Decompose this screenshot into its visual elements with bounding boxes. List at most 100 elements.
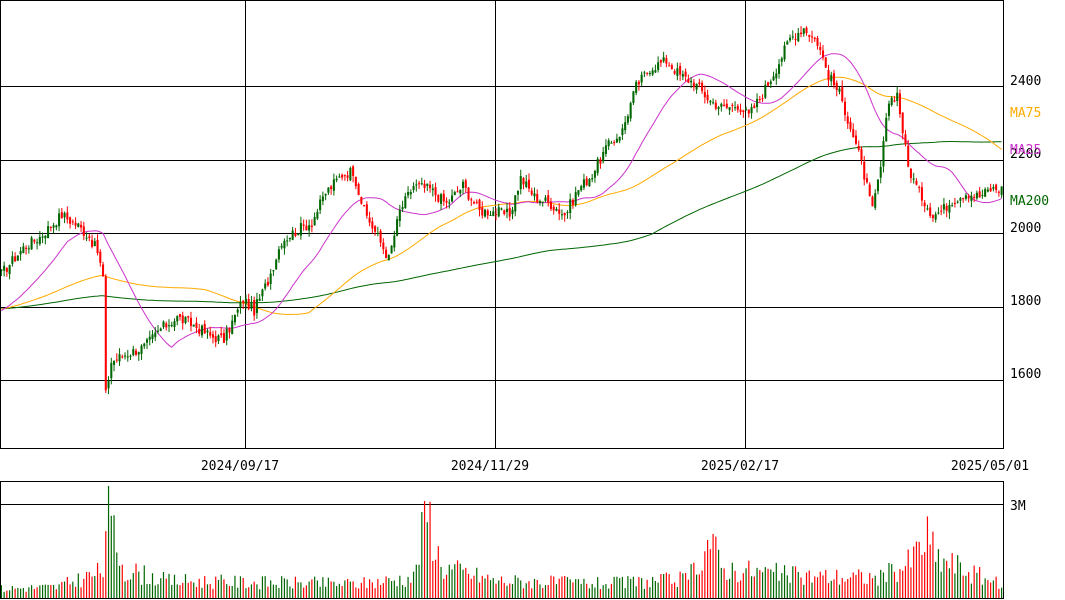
candle-body [253, 300, 256, 316]
volume-bar [146, 584, 148, 598]
volume-bar [965, 575, 967, 598]
candle-body [261, 289, 264, 297]
candle-body [964, 195, 967, 199]
candle-body [148, 336, 151, 340]
volume-bar [811, 582, 813, 598]
volume-bar [761, 572, 764, 598]
candle-body [8, 265, 11, 275]
candle-body [610, 142, 613, 144]
volume-bar [396, 586, 398, 598]
candle-body [753, 105, 756, 108]
volume-bar [577, 579, 580, 598]
candle-body [379, 230, 382, 243]
candle-body [901, 112, 904, 134]
volume-bar [926, 516, 929, 598]
volume-bar [325, 586, 327, 598]
volume-bar [550, 575, 552, 598]
candle-body [445, 200, 448, 203]
candle-body [206, 330, 209, 333]
volume-bar [253, 581, 255, 598]
volume-bar [66, 576, 68, 598]
volume-bar [314, 576, 316, 598]
volume-bar [385, 576, 387, 598]
volume-bar [478, 582, 481, 598]
candle-body [684, 71, 687, 77]
candle-body [481, 207, 484, 216]
candle-body [720, 103, 723, 107]
volume-bar [921, 555, 923, 598]
candle-body [409, 192, 412, 195]
volume-bar [742, 573, 744, 598]
volume-bar [179, 585, 181, 598]
candle-body [857, 145, 860, 150]
volume-bar [366, 587, 368, 598]
volume-bar [542, 588, 544, 598]
candle-body [659, 60, 662, 63]
volume-bar [599, 589, 602, 598]
volume-bar [638, 577, 640, 598]
candle-body [852, 129, 855, 138]
candle-body [143, 343, 146, 347]
volume-bar [487, 574, 489, 598]
candle-body [505, 208, 509, 213]
volume-bar [676, 586, 678, 598]
volume-bar [555, 584, 558, 598]
volume-bar [407, 576, 409, 598]
candle-body [187, 316, 190, 318]
volume-bar [448, 564, 450, 598]
ma25-line [1, 53, 1002, 348]
volume-bar [484, 578, 486, 598]
volume-bar [536, 579, 538, 598]
volume-bar [503, 582, 505, 598]
volume-bar [915, 541, 918, 598]
candle-body [407, 192, 410, 196]
volume-bar [316, 580, 318, 598]
candle-body [849, 121, 852, 130]
volume-bar [671, 583, 673, 598]
candle-body [297, 233, 300, 235]
volume-bar [539, 584, 541, 598]
volume-bar [347, 578, 349, 598]
volume-bar [962, 575, 964, 598]
candle-body [816, 37, 819, 46]
candle-body [159, 328, 162, 331]
candle-body [783, 45, 786, 60]
ma200-label: MA200 [1010, 194, 1049, 209]
volume-bar [627, 576, 629, 598]
candle-body [286, 240, 289, 242]
candle-body [376, 232, 379, 234]
volume-bar [621, 576, 624, 598]
candle-body [896, 92, 899, 102]
candle-body [898, 93, 901, 114]
candle-body [692, 82, 695, 88]
candle-body [695, 83, 698, 90]
volume-bar [910, 567, 912, 598]
volume-bar [803, 584, 805, 598]
volume-bar [495, 583, 497, 598]
volume-bar [800, 577, 802, 598]
volume-bar [96, 562, 99, 598]
volume-bar [456, 560, 459, 598]
volume-bar [739, 580, 742, 598]
candle-body [102, 264, 105, 277]
candle-body [464, 180, 467, 188]
candle-body [390, 245, 393, 254]
volume-bar [745, 568, 747, 598]
volume-bar [847, 578, 849, 598]
volume-bar [924, 552, 926, 598]
volume-bar [797, 572, 799, 598]
candle-body [5, 268, 8, 272]
candle-body [558, 209, 561, 214]
candle-body [772, 76, 775, 81]
volume-bar [533, 578, 536, 598]
candle-body [673, 71, 676, 74]
volume-bar [998, 588, 1000, 598]
volume-bar [896, 581, 898, 598]
candle-body [657, 62, 660, 70]
volume-bar [349, 581, 351, 598]
candle-body [508, 207, 511, 217]
volume-bar [264, 576, 266, 598]
volume-bar [717, 549, 720, 598]
candle-body [846, 116, 849, 124]
volume-bar [957, 555, 959, 598]
